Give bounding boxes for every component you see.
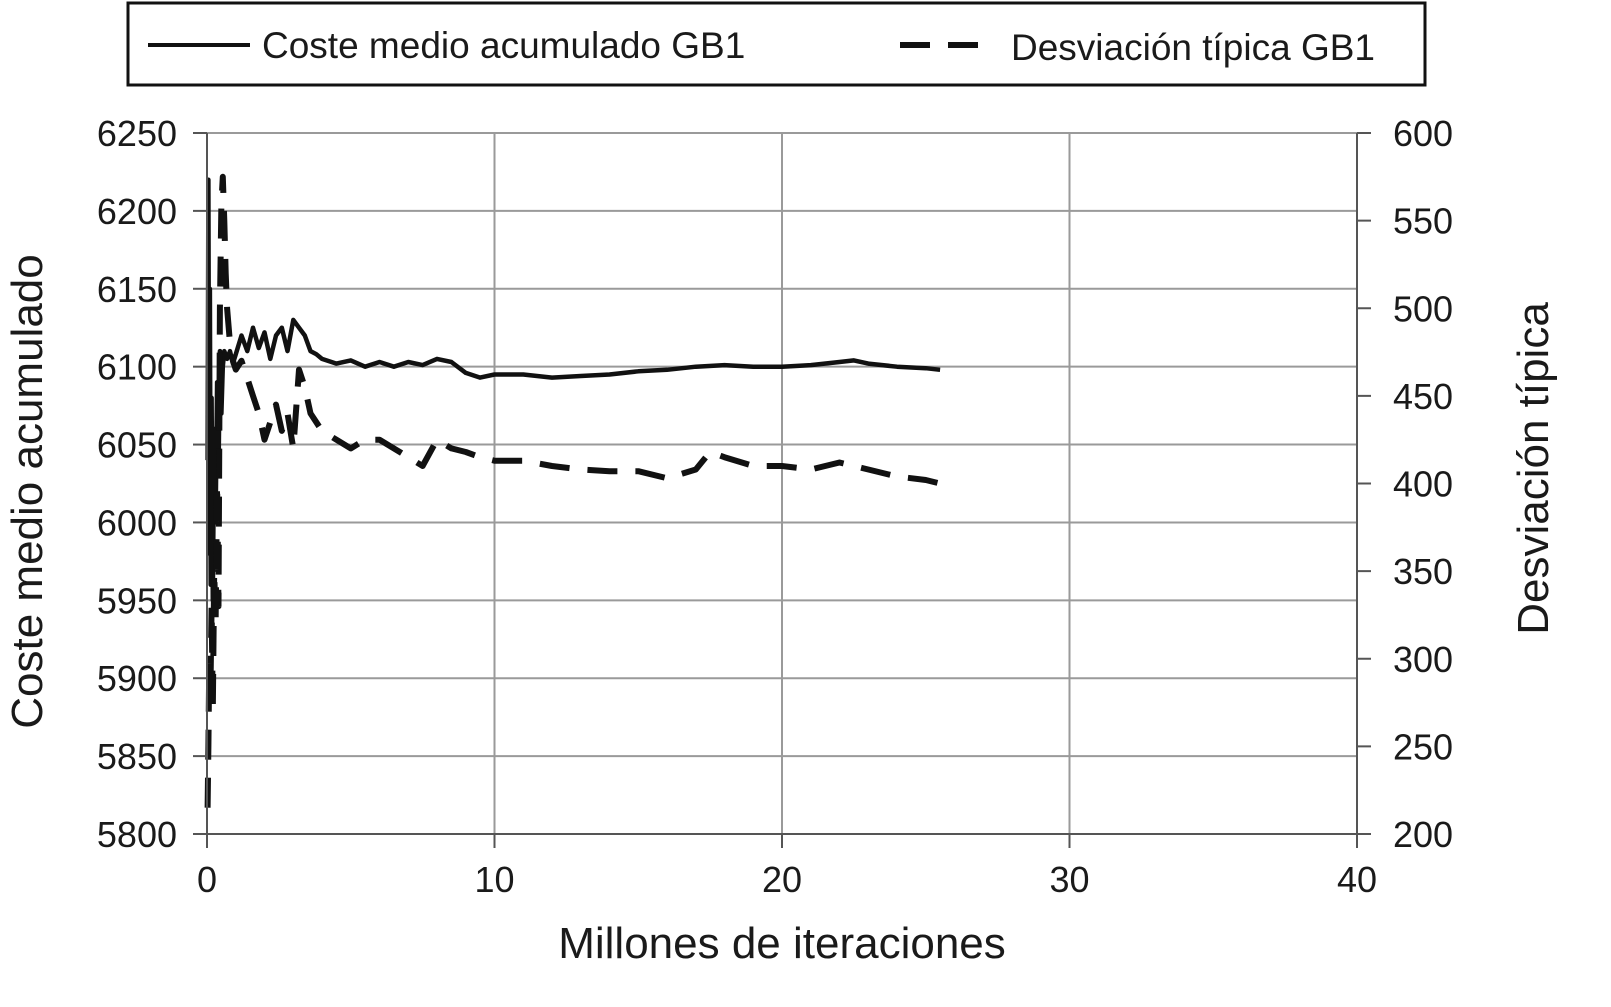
y-tick-label-right: 350: [1393, 551, 1453, 592]
y-axis-right-title: Desviación típica: [1509, 302, 1558, 635]
y-tick-label-left: 6150: [97, 269, 177, 310]
series-line-coste: [205, 177, 941, 603]
x-tick-label: 20: [762, 859, 802, 900]
y-tick-label-left: 5950: [97, 580, 177, 621]
legend-entry-coste: Coste medio acumulado GB1: [262, 25, 745, 66]
grid: [207, 132, 1358, 835]
legend-entry-desviacion: Desviación típica GB1: [1011, 27, 1375, 68]
y-tick-label-left: 6100: [97, 347, 177, 388]
x-tick-label: 0: [197, 859, 217, 900]
y-tick-label-right: 250: [1393, 726, 1453, 767]
y-tick-label-right: 500: [1393, 288, 1453, 329]
x-tick-label: 40: [1337, 859, 1377, 900]
y-tick-label-right: 400: [1393, 464, 1453, 505]
y-tick-label-right: 200: [1393, 814, 1453, 855]
y-tick-label-left: 5850: [97, 736, 177, 777]
y-tick-label-right: 300: [1393, 639, 1453, 680]
y-tick-label-left: 5800: [97, 814, 177, 855]
tick-labels: 5800585059005950600060506100615062006250…: [97, 113, 1453, 900]
y-tick-label-left: 6250: [97, 113, 177, 154]
legend: Coste medio acumulado GB1 Desviación típ…: [126, 1, 1427, 87]
x-axis-title: Millones de iteraciones: [558, 919, 1006, 968]
y-tick-label-right: 450: [1393, 376, 1453, 417]
y-tick-label-left: 5900: [97, 658, 177, 699]
x-tick-label: 10: [474, 859, 514, 900]
y-tick-label-left: 6200: [97, 191, 177, 232]
y-axis-left-title: Coste medio acumulado: [3, 254, 52, 728]
y-tick-label-left: 6000: [97, 502, 177, 543]
legend-frame: [126, 1, 1427, 87]
x-tick-label: 30: [1049, 859, 1089, 900]
y-tick-label-right: 600: [1393, 113, 1453, 154]
y-tick-label-left: 6050: [97, 425, 177, 466]
series-layer: [204, 173, 941, 808]
y-tick-label-right: 550: [1393, 201, 1453, 242]
axes: [193, 132, 1371, 848]
series-line-desviacion: [204, 173, 941, 808]
